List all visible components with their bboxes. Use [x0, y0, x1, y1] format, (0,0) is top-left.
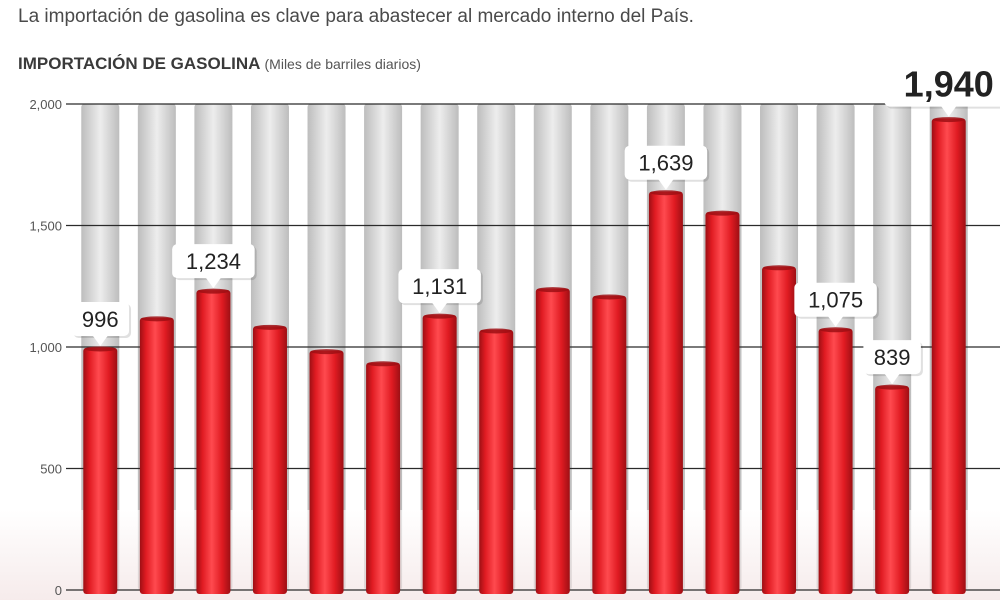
data-label-box — [398, 269, 481, 304]
bar — [366, 362, 401, 594]
data-label-callout: 1,075 — [794, 282, 879, 327]
y-tick-label: 0 — [55, 583, 62, 598]
bar-top-cap — [819, 327, 852, 333]
bar — [592, 295, 627, 594]
data-label-pointer — [940, 105, 957, 117]
data-label-box — [624, 145, 708, 180]
bar-top-cap — [253, 324, 286, 330]
bar-top-cap — [367, 361, 400, 367]
bar — [762, 266, 797, 594]
data-label: 1,940 — [904, 64, 994, 105]
bar-top-cap — [480, 328, 513, 334]
y-tick-label: 500 — [40, 462, 62, 477]
bar — [648, 191, 683, 594]
bar-top-cap — [84, 346, 117, 352]
chart-title: IMPORTACIÓN DE GASOLINA (Miles de barril… — [18, 54, 421, 74]
y-tick-label: 2,000 — [29, 97, 62, 112]
y-tick-label: 1,000 — [29, 340, 62, 355]
data-label-box — [863, 340, 921, 375]
data-label-callout: 996 — [71, 301, 132, 346]
data-label-pointer — [205, 277, 222, 289]
data-label-box — [172, 244, 255, 279]
data-label-box — [794, 282, 877, 317]
data-label: 1,639 — [638, 151, 693, 176]
bar-top-cap — [593, 294, 626, 300]
chart-title-text: IMPORTACIÓN DE GASOLINA — [18, 54, 260, 73]
data-label: 1,234 — [186, 249, 241, 274]
data-label-pointer — [431, 302, 448, 314]
bar-top-cap — [649, 190, 682, 196]
y-tick-label: 1,500 — [29, 219, 62, 234]
bar — [252, 326, 287, 594]
data-label-pointer — [92, 334, 109, 346]
data-label-box — [884, 60, 1000, 107]
data-label-callout: 1,234 — [172, 244, 257, 289]
bar-top-cap — [310, 349, 343, 355]
chart-unit-label: (Miles de barriles diarios) — [264, 56, 421, 72]
data-label-pointer — [827, 315, 844, 327]
data-label: 996 — [82, 307, 119, 332]
bar — [83, 347, 118, 594]
bar-top-cap — [876, 384, 909, 390]
data-label-callout: 839 — [863, 340, 923, 385]
bar-top-cap — [536, 287, 569, 293]
bar — [196, 290, 231, 594]
data-label-pointer — [884, 373, 901, 385]
bar — [422, 315, 457, 594]
bar-top-cap — [423, 313, 456, 319]
data-label-callout: 1,940 — [884, 60, 1000, 117]
bar — [931, 118, 966, 594]
chart-subtitle: La importación de gasolina es clave para… — [18, 6, 694, 27]
bar — [309, 350, 344, 594]
bar — [139, 317, 174, 594]
data-label-box — [71, 301, 130, 336]
bar — [818, 328, 853, 594]
bar — [875, 386, 910, 594]
data-label: 1,075 — [808, 288, 863, 313]
bar-top-cap — [197, 288, 230, 294]
bar — [705, 212, 740, 594]
data-label-callout: 1,131 — [398, 269, 483, 314]
bar — [535, 288, 570, 594]
bar — [479, 329, 514, 594]
data-label: 839 — [874, 345, 911, 370]
data-label-pointer — [657, 178, 674, 190]
data-label-callout: 1,639 — [624, 145, 710, 190]
bar-top-cap — [932, 117, 965, 123]
bar-top-cap — [140, 316, 173, 322]
data-label: 1,131 — [412, 274, 467, 299]
bar-top-cap — [763, 265, 796, 271]
bar-top-cap — [706, 210, 739, 216]
